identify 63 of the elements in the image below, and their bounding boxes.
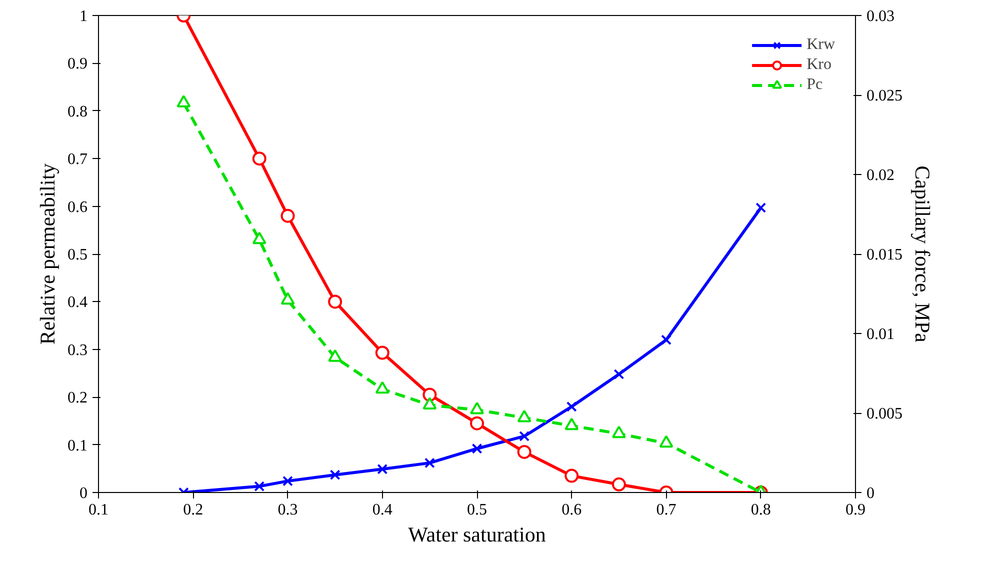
y-tick-label: 0.7 [68,151,88,168]
y-tick-label: 0.1 [68,437,88,454]
point [280,292,295,305]
y2-tick-label: 0.025 [866,88,902,104]
y2-tick-label: 0.01 [866,326,894,343]
legend-label: Pc [806,76,824,94]
point [756,202,766,213]
point [328,349,342,362]
point [566,401,577,412]
x-tick-label: 0.6 [562,502,582,518]
x-tick-label: 0.7 [656,502,676,518]
legend-label: Krw [806,36,835,54]
y2-tick-label: 0 [866,485,874,502]
point [517,444,532,459]
y-tick-label: 0.3 [68,342,88,359]
y-axis-title: Relative permeability [36,162,60,345]
point [612,426,626,438]
point [564,418,579,430]
x-tick-label: 0.2 [183,502,204,518]
x-tick-label: 0.3 [278,502,298,518]
point [280,208,295,223]
point [424,458,435,468]
point [661,334,672,346]
y2-axis-title: Capillary force, MPa [910,166,934,344]
y2-tick-label: 0.02 [866,167,894,184]
y2-tick-label: 0.005 [866,406,902,422]
point [176,95,191,108]
point [422,397,437,410]
y-tick-label: 0.4 [68,294,88,312]
point [282,476,293,486]
y-tick-label: 0.5 [68,246,88,264]
point [470,416,484,430]
point [375,381,390,394]
x-tick-label: 0.9 [846,502,866,518]
point [614,368,624,380]
y-tick-label: 0.2 [68,390,88,407]
y-tick-label: 0.9 [68,56,88,73]
point [517,410,532,422]
point [422,388,437,402]
x-tick-label: 0.5 [467,502,487,518]
point [519,430,530,442]
point [612,477,626,492]
point [252,232,266,244]
point [470,402,484,414]
point [252,152,266,166]
point [377,464,388,474]
point [375,346,390,360]
legend-label: Kro [806,56,832,74]
x-axis-title: Water saturation [408,522,546,546]
y-tick-label: 0.6 [68,198,88,216]
y-tick-label: 0 [80,485,88,502]
y-tick-label: 0.8 [68,103,88,120]
point [472,443,482,454]
y-tick-label: 1 [80,8,88,25]
point [328,294,342,309]
point [254,481,265,492]
point [330,470,340,480]
y2-tick-label: 0.015 [866,246,902,264]
y2-tick-label: 0.03 [866,8,894,25]
point [564,468,579,483]
x-tick-label: 0.8 [750,502,771,518]
x-tick-label: 0.4 [372,502,392,518]
point [659,435,674,448]
